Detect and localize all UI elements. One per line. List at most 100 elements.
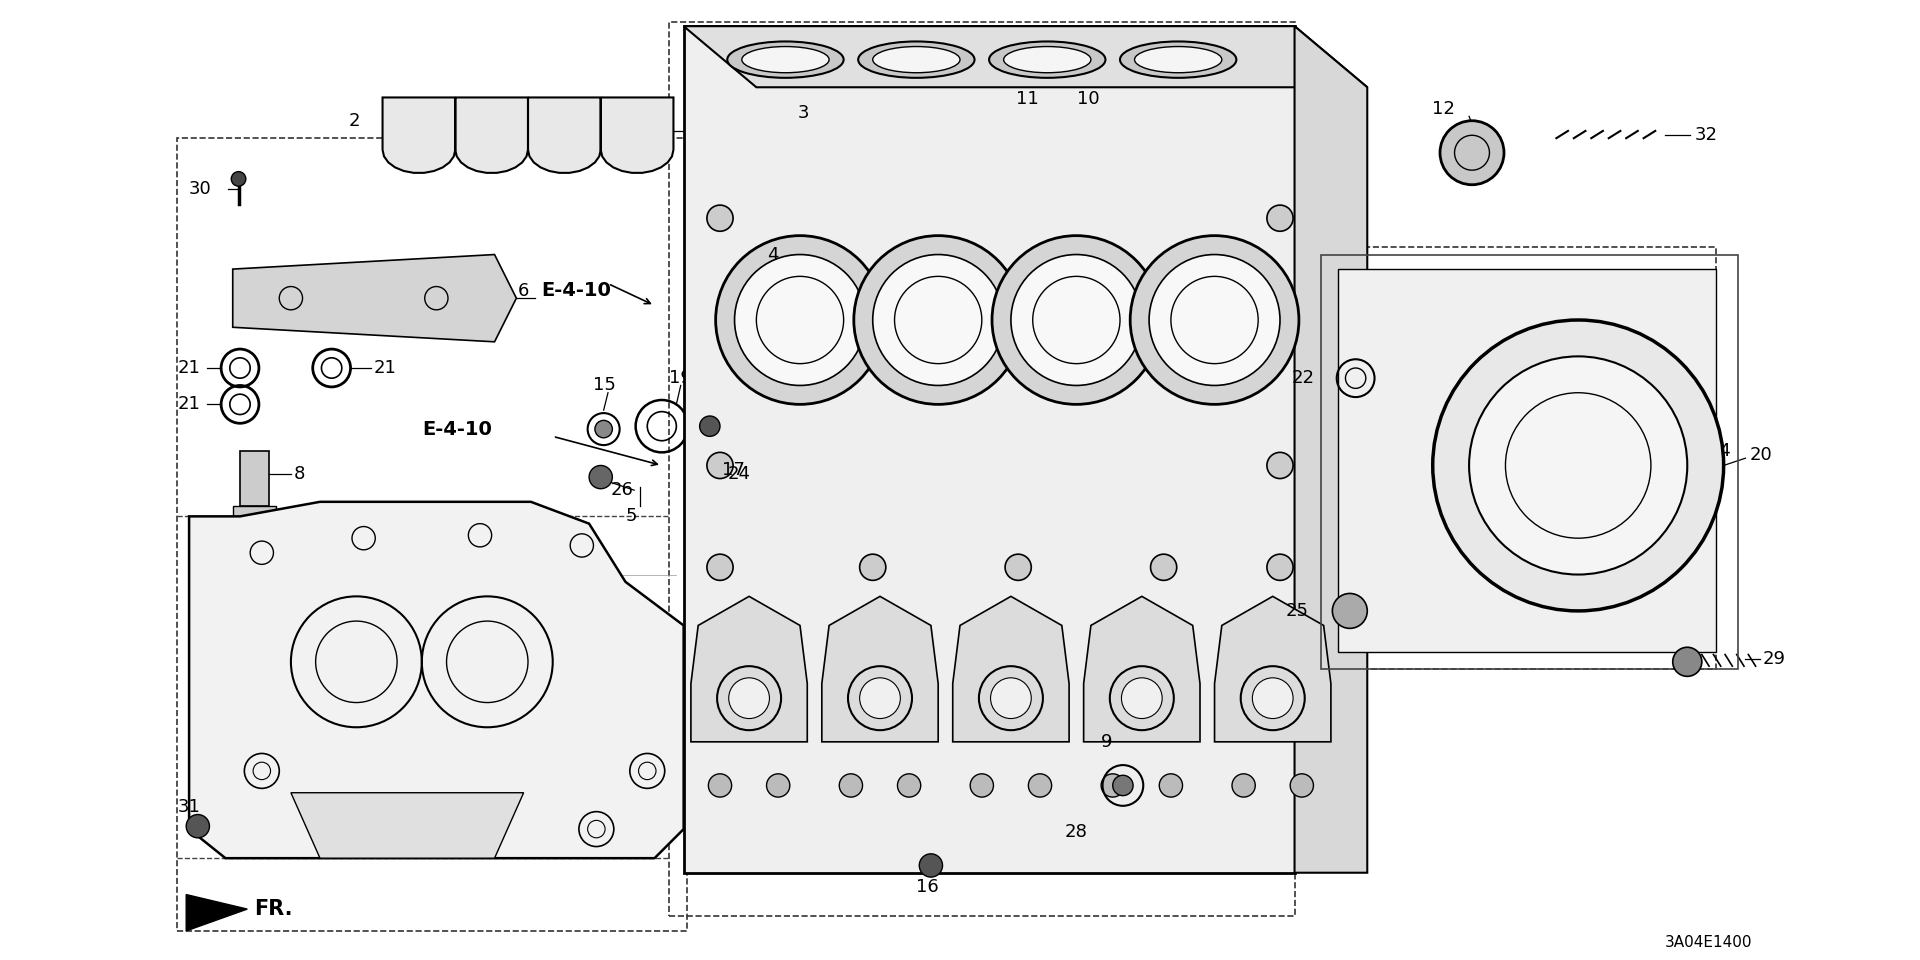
Circle shape bbox=[1440, 121, 1503, 184]
Circle shape bbox=[1432, 320, 1724, 611]
Text: 18: 18 bbox=[1586, 556, 1609, 573]
Text: 3A04E1400: 3A04E1400 bbox=[1665, 935, 1753, 950]
Text: 25: 25 bbox=[1286, 602, 1309, 620]
Circle shape bbox=[1332, 593, 1367, 629]
Circle shape bbox=[993, 235, 1162, 404]
Circle shape bbox=[1574, 446, 1597, 469]
Circle shape bbox=[1100, 774, 1125, 797]
Text: 21: 21 bbox=[177, 359, 200, 377]
Text: 7: 7 bbox=[1501, 483, 1513, 500]
Circle shape bbox=[589, 466, 612, 489]
Ellipse shape bbox=[741, 46, 829, 73]
Bar bbox=[668, 22, 1294, 917]
Polygon shape bbox=[952, 596, 1069, 742]
Text: 20: 20 bbox=[1749, 446, 1772, 465]
Bar bbox=[1309, 248, 1716, 669]
Circle shape bbox=[1267, 205, 1292, 231]
Circle shape bbox=[1672, 647, 1701, 677]
Polygon shape bbox=[1215, 596, 1331, 742]
Circle shape bbox=[595, 420, 612, 438]
Polygon shape bbox=[1526, 364, 1688, 539]
Polygon shape bbox=[691, 596, 806, 742]
Text: 8: 8 bbox=[294, 466, 305, 483]
Circle shape bbox=[1150, 554, 1177, 581]
Polygon shape bbox=[684, 26, 1294, 873]
Text: 21: 21 bbox=[374, 359, 397, 377]
Text: 4: 4 bbox=[766, 246, 778, 264]
Polygon shape bbox=[382, 98, 674, 173]
Text: 22: 22 bbox=[1292, 370, 1315, 387]
Text: 31: 31 bbox=[177, 799, 200, 816]
Bar bbox=[691, 771, 1286, 829]
Text: E-4-10: E-4-10 bbox=[541, 281, 611, 300]
Circle shape bbox=[1267, 452, 1292, 478]
Text: 15: 15 bbox=[593, 376, 616, 395]
Circle shape bbox=[1233, 774, 1256, 797]
Text: 5: 5 bbox=[626, 508, 637, 525]
Circle shape bbox=[839, 774, 862, 797]
Polygon shape bbox=[1294, 26, 1367, 873]
Text: 30: 30 bbox=[188, 180, 211, 198]
Polygon shape bbox=[822, 596, 939, 742]
Ellipse shape bbox=[874, 46, 960, 73]
Circle shape bbox=[1121, 678, 1162, 718]
Circle shape bbox=[1160, 774, 1183, 797]
Text: 23: 23 bbox=[1469, 559, 1492, 576]
Text: 13: 13 bbox=[1336, 444, 1359, 463]
Circle shape bbox=[730, 678, 770, 718]
Circle shape bbox=[707, 452, 733, 478]
Circle shape bbox=[186, 814, 209, 838]
Text: 21: 21 bbox=[177, 396, 200, 414]
Text: E-4-10: E-4-10 bbox=[422, 420, 492, 439]
Text: 24: 24 bbox=[728, 466, 751, 483]
Bar bbox=[240, 451, 269, 506]
Circle shape bbox=[735, 254, 866, 386]
Circle shape bbox=[860, 678, 900, 718]
Text: 1: 1 bbox=[687, 122, 699, 140]
Text: FR.: FR. bbox=[255, 900, 294, 919]
Polygon shape bbox=[232, 254, 516, 342]
Circle shape bbox=[1290, 774, 1313, 797]
Circle shape bbox=[1148, 254, 1281, 386]
Circle shape bbox=[1029, 774, 1052, 797]
Text: 10: 10 bbox=[1077, 90, 1100, 108]
Text: 32: 32 bbox=[1695, 127, 1718, 144]
Polygon shape bbox=[292, 793, 524, 858]
Circle shape bbox=[1131, 235, 1300, 404]
Circle shape bbox=[1114, 776, 1133, 796]
Circle shape bbox=[991, 678, 1031, 718]
Text: 27: 27 bbox=[1653, 449, 1676, 468]
Text: 2: 2 bbox=[349, 111, 361, 130]
Circle shape bbox=[766, 774, 789, 797]
Circle shape bbox=[1252, 678, 1292, 718]
Text: 3: 3 bbox=[797, 105, 808, 123]
Text: 27: 27 bbox=[1653, 413, 1676, 431]
Polygon shape bbox=[1338, 269, 1716, 652]
Text: ATM-1: ATM-1 bbox=[1379, 272, 1465, 296]
Circle shape bbox=[707, 205, 733, 231]
Text: 11: 11 bbox=[1016, 90, 1039, 108]
Ellipse shape bbox=[728, 41, 843, 78]
Circle shape bbox=[1396, 544, 1442, 590]
Circle shape bbox=[854, 235, 1023, 404]
Text: 9: 9 bbox=[1102, 732, 1114, 751]
Circle shape bbox=[708, 774, 732, 797]
Circle shape bbox=[860, 554, 885, 581]
Text: 19: 19 bbox=[668, 370, 691, 387]
Text: 28: 28 bbox=[1066, 823, 1089, 841]
Ellipse shape bbox=[1119, 41, 1236, 78]
Circle shape bbox=[716, 235, 885, 404]
Circle shape bbox=[707, 554, 733, 581]
Ellipse shape bbox=[1004, 46, 1091, 73]
Bar bbox=[232, 506, 276, 520]
Circle shape bbox=[970, 774, 993, 797]
Circle shape bbox=[1267, 554, 1292, 581]
Ellipse shape bbox=[1135, 46, 1221, 73]
Text: 14: 14 bbox=[1707, 442, 1730, 460]
Circle shape bbox=[1004, 554, 1031, 581]
Circle shape bbox=[1469, 356, 1688, 574]
Polygon shape bbox=[684, 26, 1367, 87]
Polygon shape bbox=[1083, 596, 1200, 742]
Circle shape bbox=[897, 774, 922, 797]
Circle shape bbox=[699, 416, 720, 437]
